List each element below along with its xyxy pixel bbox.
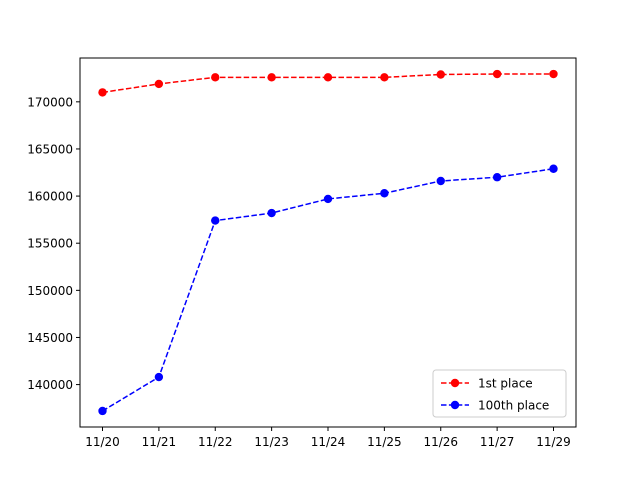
x-axis: 11/20 11/21 11/22 11/23 11/24 11/25 11/26 11/27… — [85, 427, 571, 449]
data-point — [211, 73, 220, 82]
y-tick-label: 170000 — [27, 95, 73, 109]
y-tick-label: 160000 — [27, 190, 73, 204]
legend-marker-2 — [450, 400, 460, 410]
data-point — [549, 164, 558, 173]
data-point — [98, 88, 107, 97]
y-tick-label: 145000 — [27, 331, 73, 345]
legend-label-2: 100th place — [478, 399, 549, 413]
legend: 1st place 100th place — [432, 369, 567, 418]
y-tick-label: 155000 — [27, 237, 73, 251]
data-point — [154, 372, 164, 382]
data-point — [323, 73, 333, 82]
data-point — [323, 194, 333, 204]
data-point — [492, 173, 502, 182]
data-point — [98, 406, 107, 416]
x-tick-label: 11/27 — [480, 435, 515, 449]
data-point — [380, 73, 389, 82]
data-point — [436, 70, 445, 79]
legend-marker-1 — [450, 378, 460, 388]
data-point — [267, 208, 276, 218]
data-point — [267, 73, 276, 82]
y-tick-label: 150000 — [27, 284, 73, 298]
x-tick-label: 11/29 — [536, 435, 571, 449]
x-tick-label: 11/23 — [254, 435, 289, 449]
data-point — [492, 69, 502, 79]
x-tick-label: 11/26 — [423, 435, 458, 449]
data-point — [549, 69, 558, 79]
x-tick-label: 11/25 — [367, 435, 402, 449]
series-layer — [98, 69, 558, 416]
x-tick-label: 11/24 — [311, 435, 346, 449]
series-line-2 — [102, 168, 554, 412]
x-tick-label: 11/20 — [85, 435, 120, 449]
y-tick-label: 165000 — [27, 142, 73, 156]
data-point — [380, 189, 389, 198]
y-tick-label: 140000 — [27, 378, 73, 392]
x-tick-label: 11/21 — [142, 435, 177, 449]
data-point — [436, 176, 445, 186]
data-point — [154, 79, 164, 89]
legend-label-1: 1st place — [478, 377, 533, 391]
x-tick-label: 11/22 — [198, 435, 233, 449]
y-axis: 140000 145000 150000 155000 160000 165000 1700… — [27, 95, 80, 392]
data-point — [211, 216, 220, 225]
plot-area — [80, 58, 576, 427]
